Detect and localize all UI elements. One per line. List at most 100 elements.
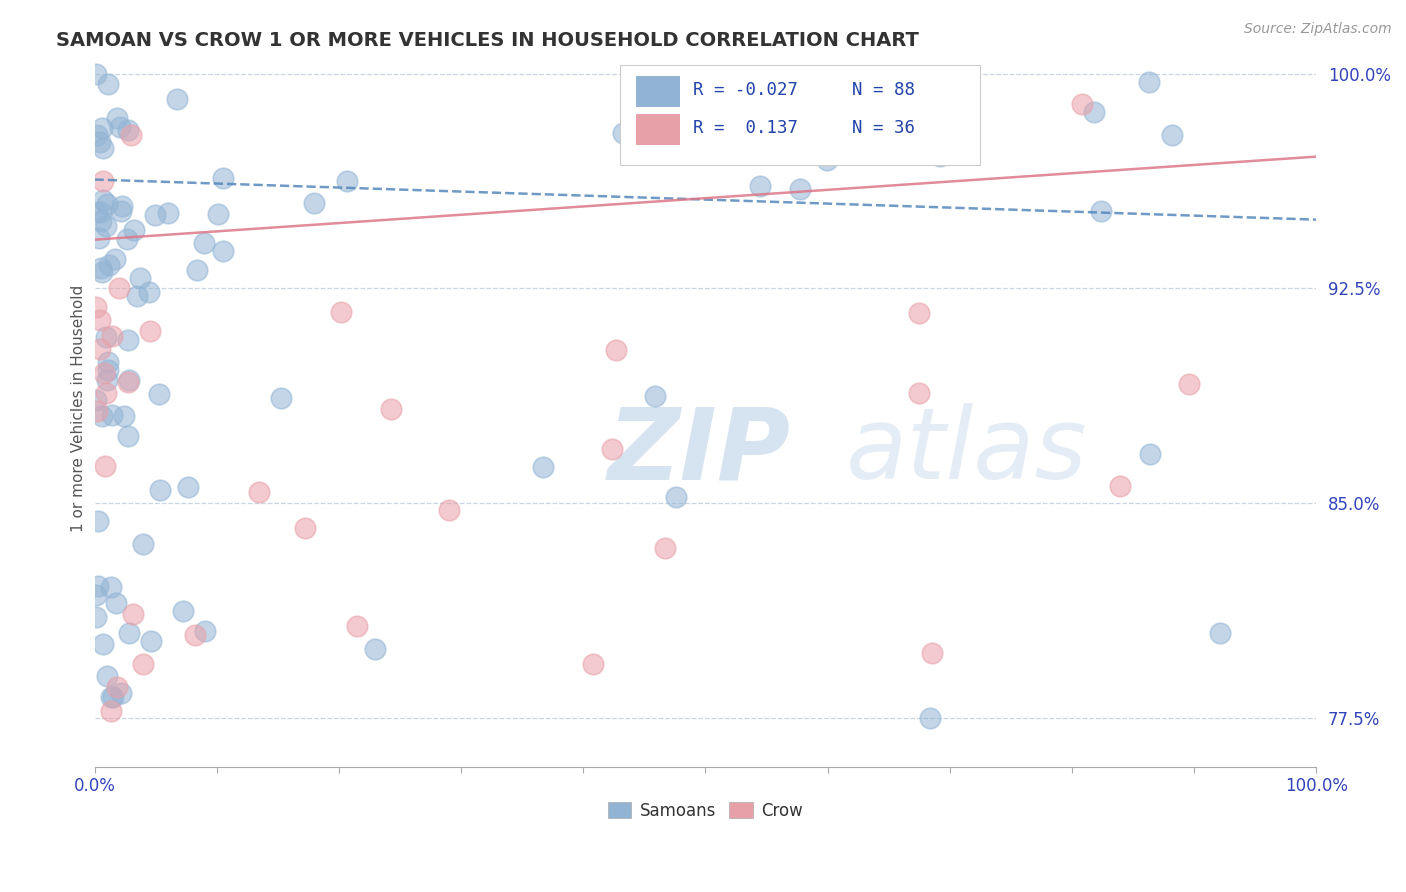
Point bbox=[749, 178, 772, 193]
Point bbox=[84, 300, 107, 314]
Point bbox=[108, 120, 131, 134]
Point bbox=[1070, 96, 1092, 111]
Point bbox=[1178, 377, 1201, 392]
Point bbox=[143, 208, 166, 222]
Point bbox=[112, 409, 135, 423]
Point bbox=[96, 373, 118, 387]
Point bbox=[1139, 75, 1161, 89]
Point bbox=[364, 641, 387, 656]
Point bbox=[665, 490, 688, 504]
Legend: Samoans, Crow: Samoans, Crow bbox=[602, 795, 810, 826]
Point bbox=[117, 231, 139, 245]
Point bbox=[117, 333, 139, 347]
Point bbox=[794, 118, 817, 132]
Point bbox=[149, 483, 172, 498]
Point bbox=[207, 207, 229, 221]
Point bbox=[120, 128, 142, 142]
Point bbox=[118, 626, 141, 640]
Point bbox=[908, 306, 931, 320]
Point bbox=[824, 118, 846, 132]
Point bbox=[211, 170, 233, 185]
Point bbox=[437, 503, 460, 517]
Point bbox=[117, 429, 139, 443]
Point bbox=[186, 263, 208, 277]
Point bbox=[90, 204, 112, 219]
Point bbox=[91, 141, 114, 155]
FancyBboxPatch shape bbox=[620, 65, 980, 165]
Text: R = -0.027: R = -0.027 bbox=[693, 81, 799, 99]
Point bbox=[132, 657, 155, 672]
Point bbox=[91, 265, 114, 279]
Point bbox=[600, 442, 623, 456]
Point bbox=[96, 219, 118, 233]
Point bbox=[87, 579, 110, 593]
Point bbox=[86, 128, 108, 142]
Point bbox=[97, 363, 120, 377]
Point bbox=[90, 260, 112, 275]
Point bbox=[94, 330, 117, 344]
Point bbox=[128, 271, 150, 285]
Text: N = 88: N = 88 bbox=[852, 81, 915, 99]
Point bbox=[907, 385, 929, 400]
Y-axis label: 1 or more Vehicles in Household: 1 or more Vehicles in Household bbox=[72, 285, 86, 533]
Text: ZIP: ZIP bbox=[607, 403, 790, 500]
Point bbox=[91, 637, 114, 651]
Point bbox=[93, 173, 115, 187]
Point bbox=[100, 581, 122, 595]
Point bbox=[100, 704, 122, 718]
Point bbox=[644, 389, 666, 403]
Point bbox=[177, 480, 200, 494]
Point bbox=[138, 285, 160, 299]
Point bbox=[918, 711, 941, 725]
Point bbox=[91, 120, 114, 135]
Point bbox=[1083, 105, 1105, 120]
Point bbox=[104, 252, 127, 266]
Point bbox=[294, 521, 316, 535]
Point bbox=[582, 657, 605, 671]
Point bbox=[101, 690, 124, 704]
Point bbox=[121, 607, 143, 621]
Point bbox=[84, 588, 107, 602]
Point bbox=[927, 145, 949, 159]
Point bbox=[101, 329, 124, 343]
Point bbox=[111, 199, 134, 213]
Point bbox=[96, 669, 118, 683]
Point bbox=[1160, 128, 1182, 142]
Point bbox=[89, 231, 111, 245]
Point bbox=[91, 194, 114, 208]
Point bbox=[97, 355, 120, 369]
Point bbox=[86, 404, 108, 418]
Point bbox=[90, 409, 112, 423]
FancyBboxPatch shape bbox=[636, 76, 679, 107]
Point bbox=[89, 343, 111, 357]
Point bbox=[1109, 479, 1132, 493]
Point bbox=[166, 93, 188, 107]
Point bbox=[93, 366, 115, 380]
Point bbox=[100, 408, 122, 422]
Point bbox=[108, 280, 131, 294]
Point bbox=[148, 387, 170, 401]
Point bbox=[1209, 626, 1232, 640]
Point bbox=[110, 203, 132, 218]
Point bbox=[815, 153, 838, 167]
Point bbox=[1090, 204, 1112, 219]
Point bbox=[117, 123, 139, 137]
Point bbox=[104, 596, 127, 610]
Point bbox=[98, 258, 121, 272]
Text: R =  0.137: R = 0.137 bbox=[693, 119, 799, 137]
Point bbox=[139, 634, 162, 648]
Point bbox=[90, 214, 112, 228]
Point bbox=[105, 112, 128, 126]
Point bbox=[89, 135, 111, 149]
Point bbox=[97, 77, 120, 91]
Point bbox=[184, 627, 207, 641]
Point bbox=[89, 312, 111, 326]
Point bbox=[612, 126, 634, 140]
Point bbox=[105, 680, 128, 694]
Point bbox=[100, 690, 122, 705]
Point bbox=[84, 66, 107, 80]
Point bbox=[139, 324, 162, 338]
Point bbox=[193, 235, 215, 250]
Point bbox=[270, 391, 292, 405]
Point bbox=[96, 386, 118, 401]
